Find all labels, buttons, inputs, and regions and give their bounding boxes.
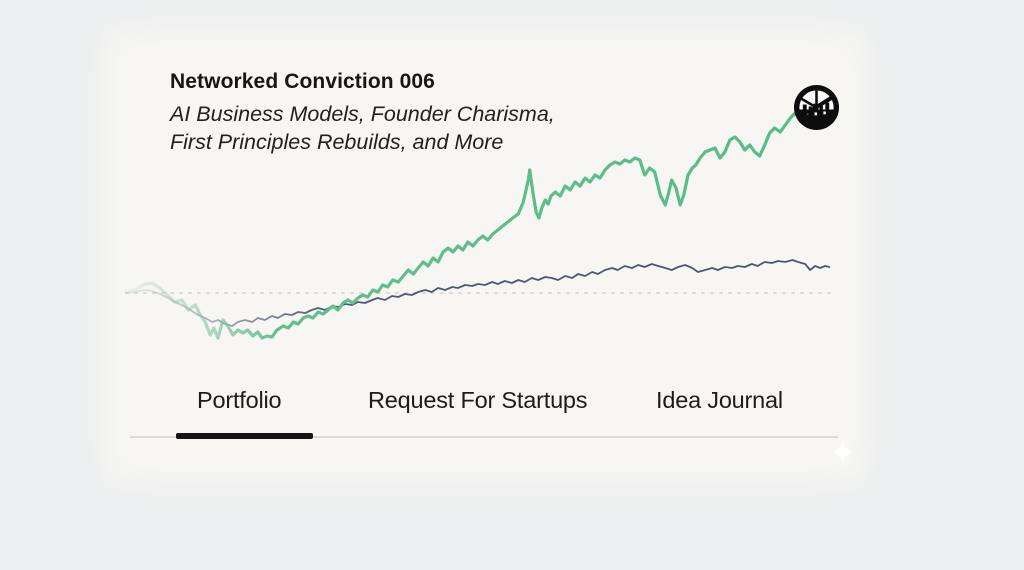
episode-subtitle: AI Business Models, Founder Charisma, Fi…: [170, 100, 555, 156]
tab-bar-divider: [130, 436, 838, 438]
page-title-text: Networked Conviction 006: [170, 70, 435, 93]
benchmark-line: [125, 259, 831, 327]
episode-header: Networked Conviction 006 AI Business Mod…: [170, 70, 555, 156]
subtitle-line-2: First Principles Rebuilds, and More: [170, 130, 504, 154]
tab-idea-journal[interactable]: Idea Journal: [656, 387, 783, 413]
portfolio-line: [125, 110, 812, 340]
networked-logo-icon: [793, 84, 840, 131]
active-tab-underline: [176, 433, 313, 439]
sparkle-icon: [833, 438, 853, 466]
page-title: Networked Conviction 006: [170, 70, 555, 94]
tab-request-for-startups[interactable]: Request For Startups: [368, 387, 588, 413]
performance-chart: [125, 110, 835, 340]
tab-portfolio[interactable]: Portfolio: [197, 387, 282, 413]
card-background: [102, 28, 868, 484]
subtitle-line-1: AI Business Models, Founder Charisma,: [170, 102, 555, 126]
